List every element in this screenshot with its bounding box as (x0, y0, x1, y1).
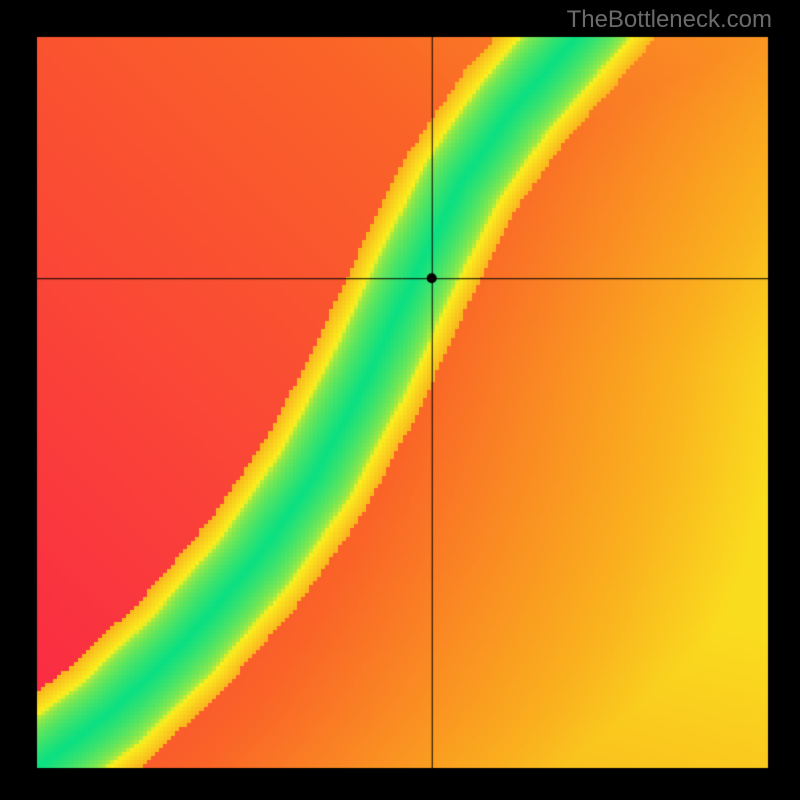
chart-container: TheBottleneck.com (0, 0, 800, 800)
bottleneck-heatmap-canvas (0, 0, 800, 800)
watermark-text: TheBottleneck.com (567, 6, 772, 34)
